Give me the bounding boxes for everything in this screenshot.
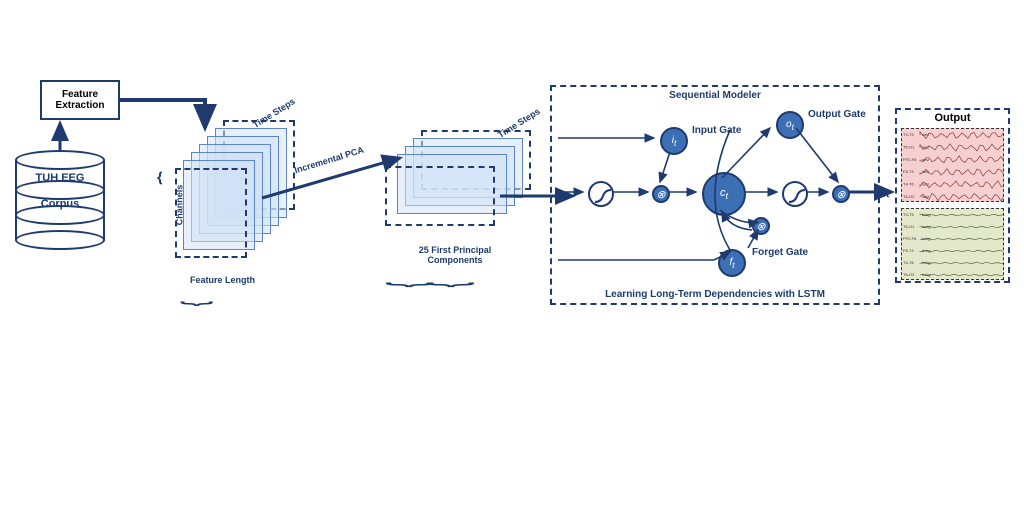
forget-gate-label: Forget Gate	[752, 247, 808, 258]
eeg-background-block: T3-T5 bckg T5-O1 bckg FP2-F8 bckg F8-T4 bckg T4-…	[901, 208, 1004, 280]
lstm-title: Sequential Modeler	[552, 90, 878, 101]
output-gate-label: Output Gate	[808, 109, 866, 120]
svg-text:T3-T5: T3-T5	[903, 132, 914, 137]
svg-text:F8-T4: F8-T4	[903, 248, 914, 253]
svg-text:bckg: bckg	[922, 236, 930, 241]
feature-extraction-box: Feature Extraction	[40, 80, 120, 120]
output-title: Output	[897, 112, 1008, 124]
mult-node: ⊗	[832, 185, 850, 203]
db-label-1: TUH EEG	[15, 172, 105, 184]
h-output-label: hₜ	[878, 185, 890, 201]
svg-text:T6-O2: T6-O2	[903, 272, 915, 277]
svg-text:bckg: bckg	[922, 212, 930, 217]
sigmoid-icon	[588, 181, 614, 207]
svg-text:seiz: seiz	[922, 182, 929, 187]
svg-text:FP2-F8: FP2-F8	[903, 157, 917, 162]
tensor-stack-2	[385, 130, 545, 230]
forget-gate: ft	[718, 249, 746, 277]
axis-channels: Channels	[174, 185, 184, 226]
svg-text:seiz: seiz	[922, 145, 929, 150]
svg-text:T4-T6: T4-T6	[903, 182, 914, 187]
svg-text:bckg: bckg	[922, 272, 930, 277]
svg-text:bckg: bckg	[922, 224, 930, 229]
svg-text:bckg: bckg	[922, 260, 930, 265]
svg-text:T5-O1: T5-O1	[903, 145, 915, 150]
input-gate-label: Input Gate	[692, 125, 741, 136]
cell-state: ct	[702, 172, 746, 216]
tensor-stack-1	[175, 120, 305, 250]
svg-text:F8-T4: F8-T4	[903, 169, 914, 174]
mult-node: ⊗	[652, 185, 670, 203]
svg-text:T4-T6: T4-T6	[903, 260, 914, 265]
svg-text:FP2-F8: FP2-F8	[903, 236, 917, 241]
db-label-2: Corpus	[15, 198, 105, 210]
lstm-caption: Learning Long-Term Dependencies with LST…	[552, 289, 878, 300]
mult-node: ⊗	[752, 217, 770, 235]
svg-text:seiz: seiz	[922, 132, 929, 137]
svg-text:T6-O2: T6-O2	[903, 194, 915, 199]
output-panel: Output T3-T5 seiz T5-O1 seiz FP2-F8 seiz F8-T4…	[895, 108, 1010, 283]
svg-text:seiz: seiz	[922, 169, 929, 174]
svg-text:seiz: seiz	[922, 157, 929, 162]
eeg-seizure-block: T3-T5 seiz T5-O1 seiz FP2-F8 seiz F8-T4 seiz T4-…	[901, 128, 1004, 202]
svg-text:T3-T5: T3-T5	[903, 212, 914, 217]
lstm-cell-box: Sequential Modeler Learning Long-Term De…	[550, 85, 880, 305]
sigmoid-icon	[782, 181, 808, 207]
input-gate: it	[660, 127, 688, 155]
output-gate: ot	[776, 111, 804, 139]
svg-text:T5-O1: T5-O1	[903, 224, 915, 229]
svg-text:bckg: bckg	[922, 248, 930, 253]
svg-text:seiz: seiz	[922, 194, 929, 199]
database-cylinder: TUH EEG Corpus	[15, 150, 105, 250]
